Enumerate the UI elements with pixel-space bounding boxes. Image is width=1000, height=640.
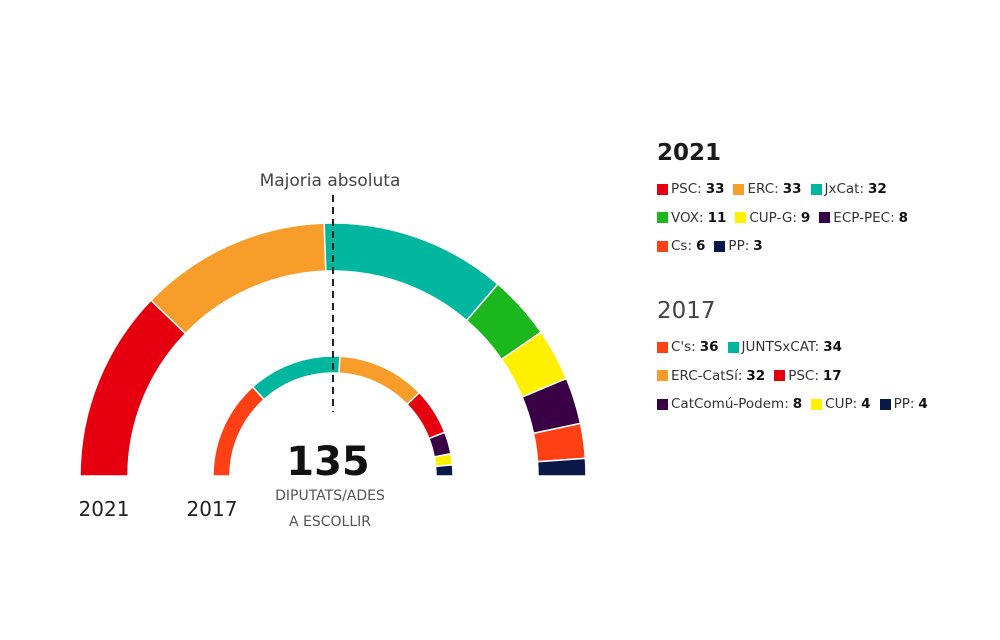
legend-party-name: Cs: (671, 238, 693, 255)
arc-2017-c-s (212, 385, 266, 477)
legend-swatch (657, 341, 668, 353)
legend-seat-count: 6 (696, 238, 706, 255)
legend-item: CUP-G: 9 (735, 210, 810, 226)
legend-party-name: JUNTSxCAT: (741, 339, 820, 356)
legend-party-name: CUP: (825, 396, 858, 413)
total-seats: 135 (286, 439, 370, 485)
legend-party-name: CUP-G: (749, 209, 797, 226)
total-caption-line1: DIPUTATS/ADES (275, 488, 385, 504)
majority-label: Majoria absoluta (260, 171, 401, 191)
legend-seat-count: 4 (918, 396, 928, 413)
legend-swatch (657, 370, 668, 382)
legend-item: PP: 3 (714, 238, 763, 255)
legend-row: VOX: 11 CUP-G: 9 ECP-PEC: 8 (657, 204, 917, 233)
legend-row: Cs: 6 PP: 3 (657, 232, 917, 261)
legend-party-name: C's: (671, 339, 696, 356)
legend-party-name: ECP-PEC: (833, 209, 895, 226)
legend-item: JxCat: 32 (810, 181, 887, 198)
legend-seat-count: 36 (699, 339, 719, 356)
legend-seat-count: 8 (792, 396, 803, 413)
parliament-chart: Majoria absoluta 2021 2017 135 DIPUTATS/… (79, 171, 587, 530)
legend-seat-count: 8 (898, 209, 909, 226)
legend-item: PSC: 33 (657, 181, 724, 197)
legend-swatch (657, 398, 668, 410)
arc-2017-pp (434, 464, 454, 477)
legend-2021: 2021 PSC: 33 ERC: 33 JxCat: 32 VOX: 11 CUP-G: 9 EC… (657, 139, 917, 261)
legend-title-2017: 2017 (657, 298, 716, 324)
legend-swatch (879, 398, 891, 410)
legend-row: ERC-CatSí: 32 PSC: 17 (657, 362, 937, 391)
legend-swatch (714, 240, 726, 252)
legend-item: JUNTSxCAT: 34 (727, 339, 843, 356)
legend-item: C's: 36 (657, 339, 719, 355)
legend-item: CUP: 4 (811, 396, 871, 413)
legend-seat-count: 11 (707, 209, 727, 226)
legend-row: C's: 36 JUNTSxCAT: 34 (657, 333, 937, 362)
legend-seat-count: 34 (823, 339, 843, 356)
legend-item: PP: 4 (879, 396, 928, 413)
legend-item: ECP-PEC: 8 (819, 210, 908, 226)
legend-seat-count: 32 (868, 181, 887, 198)
legend-swatch (657, 212, 668, 224)
legend-row: CatComú-Podem: 8 CUP: 4 PP: 4 (657, 390, 937, 419)
legend-seat-count: 33 (782, 181, 802, 198)
legend-item: ERC: 33 (733, 181, 802, 198)
arc-2017-psc (406, 391, 446, 440)
legend-party-name: ERC-CatSí: (671, 367, 743, 384)
legend-item: VOX: 11 (657, 210, 726, 226)
legend-party-name: PSC: (788, 367, 819, 384)
arc-2021-erc (149, 222, 327, 335)
arc-2017-erc-cats- (338, 355, 421, 406)
legend-swatch (727, 341, 739, 353)
legend-party-name: ERC: (747, 181, 779, 198)
legend-swatch (774, 370, 786, 382)
legend-party-name: PP: (893, 396, 915, 413)
legend-party-name: PSC: (671, 181, 702, 198)
legend-seat-count: 32 (746, 367, 766, 384)
legend-swatch (819, 212, 831, 224)
legend-item: PSC: 17 (774, 367, 842, 384)
legend-seat-count: 4 (861, 396, 871, 413)
legend-swatch (735, 212, 747, 224)
legend-title-2021: 2021 (657, 140, 722, 166)
legend-party-name: VOX: (671, 209, 704, 226)
legend-row: PSC: 33 ERC: 33 JxCat: 32 (657, 175, 917, 204)
legend-item: ERC-CatSí: 32 (657, 368, 765, 384)
arc-2021-psc (79, 299, 187, 477)
legend-swatch (657, 183, 668, 195)
total-caption-line2: A ESCOLLIR (289, 514, 371, 530)
arc-2017-juntsxcat (251, 355, 341, 401)
legend-2017: 2017 C's: 36 JUNTSxCAT: 34 ERC-CatSí: 32 PSC: 1… (657, 297, 937, 419)
legend-party-name: JxCat: (824, 181, 865, 198)
legend-swatch (733, 183, 745, 195)
legend-item: Cs: 6 (657, 238, 705, 254)
legend-seat-count: 33 (705, 181, 725, 198)
legend-seat-count: 9 (800, 209, 811, 226)
legend-seat-count: 17 (822, 367, 842, 384)
legend-swatch (657, 240, 668, 252)
legend-party-name: CatComú-Podem: (671, 396, 789, 413)
ring-label-2021: 2021 (79, 497, 130, 521)
legend-swatch (811, 398, 823, 410)
ring-label-2017: 2017 (187, 497, 238, 521)
arc-2021-pp (536, 457, 587, 477)
legend-party-name: PP: (728, 238, 750, 255)
legend-item: CatComú-Podem: 8 (657, 396, 802, 412)
arc-2021-jxcat (323, 222, 499, 322)
legend-swatch (810, 183, 822, 195)
legend-seat-count: 3 (753, 238, 763, 255)
